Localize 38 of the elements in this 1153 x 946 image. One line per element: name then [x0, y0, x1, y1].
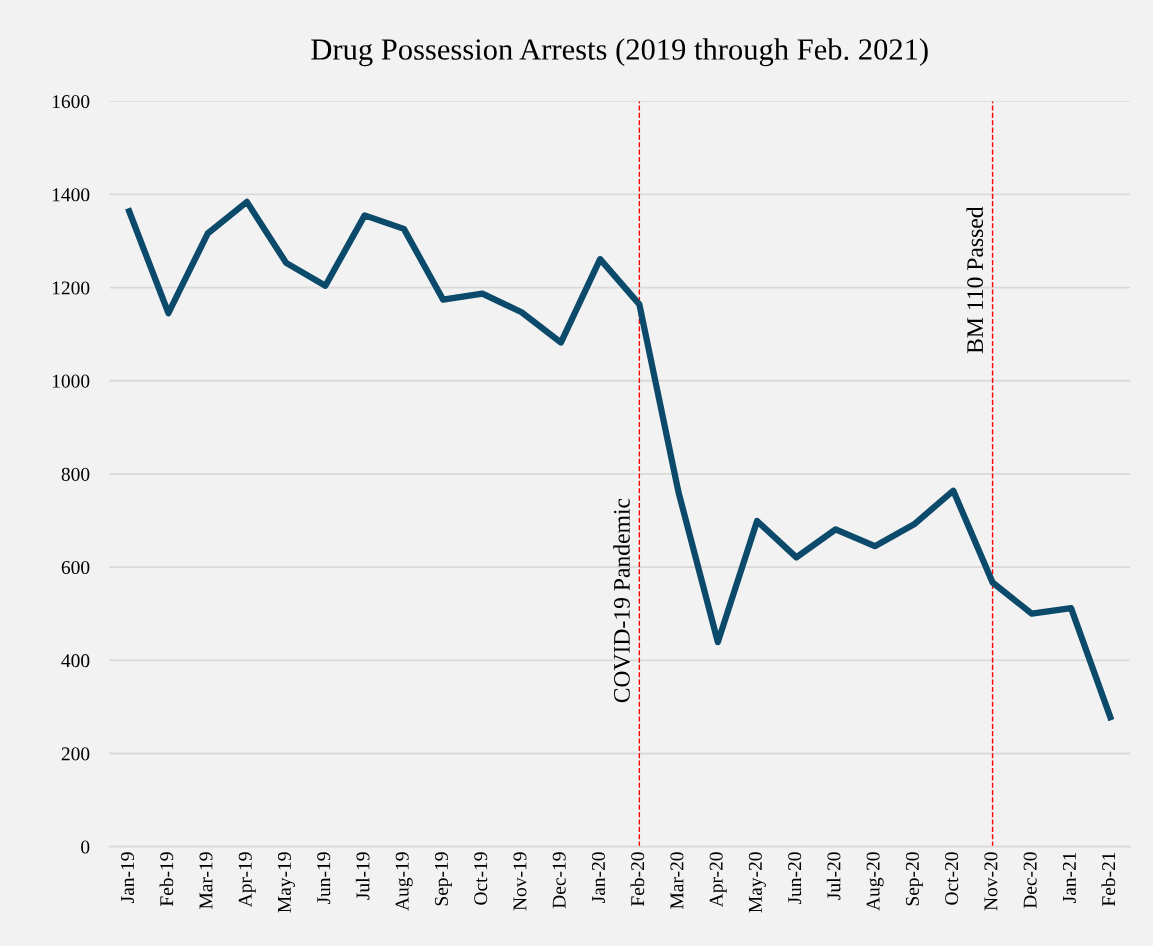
x-tick-label: Aug-19 — [395, 852, 413, 911]
x-tick-label: Aug-20 — [866, 852, 884, 911]
y-tick-label: 1000 — [52, 374, 90, 388]
y-tick-label: 800 — [61, 467, 90, 481]
x-tick-label: Feb-21 — [1101, 852, 1116, 907]
x-tick-label: Jan-20 — [591, 852, 605, 903]
x-tick-label: Feb-20 — [630, 852, 645, 907]
x-tick-label: Sep-19 — [434, 852, 452, 906]
x-tick-label: Apr-20 — [709, 852, 727, 908]
x-tick-label: Jan-21 — [1062, 852, 1076, 903]
y-tick-label: 600 — [61, 560, 90, 575]
y-tick-label: 1400 — [52, 188, 90, 202]
x-tick-label: Oct-19 — [474, 852, 488, 905]
x-tick-label: May-20 — [748, 852, 766, 913]
x-tick-label: Mar-20 — [670, 852, 684, 909]
y-tick-label: 0 — [81, 840, 90, 854]
y-tick-label: 400 — [61, 654, 90, 668]
ref-line-label: BM 110 Passed — [966, 206, 984, 354]
x-tick-label: Feb-19 — [159, 852, 174, 907]
x-tick-label: Apr-19 — [238, 852, 256, 908]
ref-line-label: COVID-19 Pandemic — [613, 498, 630, 703]
x-tick-label: Sep-20 — [905, 852, 923, 906]
x-tick-label: May-19 — [277, 852, 295, 913]
y-tick-label: 1200 — [52, 281, 90, 295]
x-tick-label: Oct-20 — [945, 852, 959, 905]
x-tick-label: Dec-19 — [552, 852, 566, 909]
x-tick-label: Jan-19 — [120, 852, 135, 903]
x-tick-label: Dec-20 — [1023, 852, 1037, 909]
y-tick-label: 1600 — [52, 95, 90, 109]
x-tick-label: Jun-19 — [317, 852, 331, 905]
x-tick-label: Nov-19 — [513, 852, 527, 911]
x-tick-label: Nov-20 — [984, 852, 998, 911]
x-tick-label: Jul-20 — [826, 852, 841, 900]
y-tick-label: 200 — [61, 747, 90, 761]
chart-title: Drug Possession Arrests (2019 through Feb. 2021) — [311, 38, 928, 67]
x-tick-label: Jul-19 — [355, 852, 370, 900]
x-tick-label: Jun-20 — [788, 852, 802, 905]
x-tick-label: Mar-19 — [199, 852, 213, 909]
